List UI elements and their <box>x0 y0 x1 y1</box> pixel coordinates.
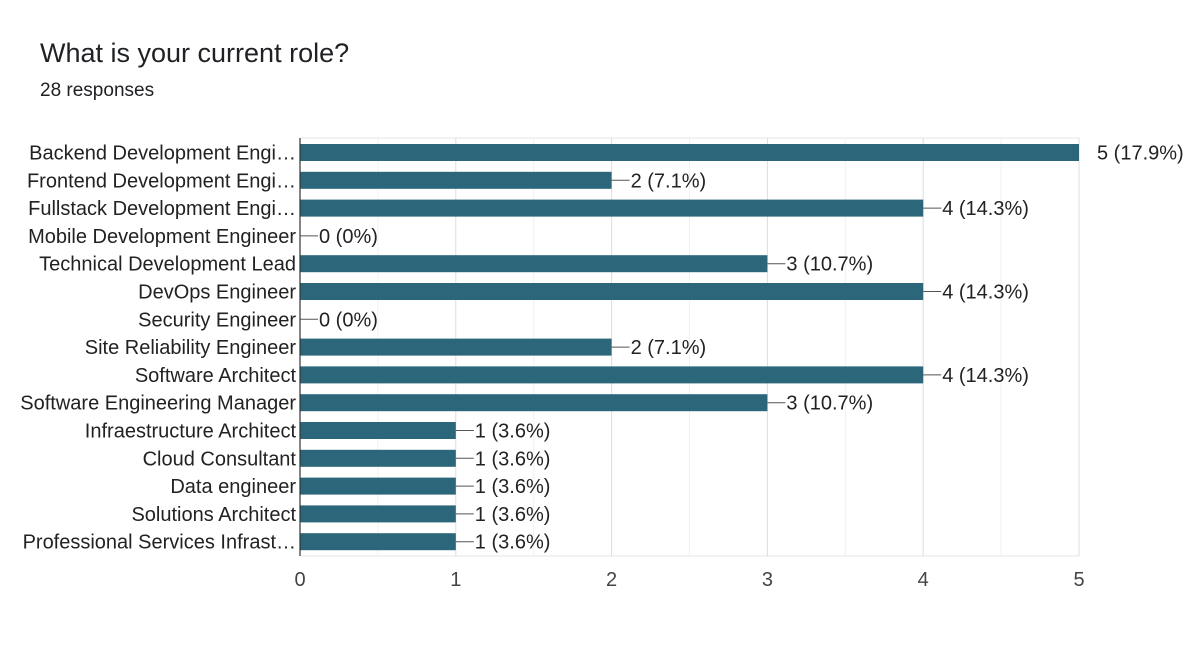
category-label: Data engineer <box>170 476 296 498</box>
data-label: 1 (3.6%) <box>475 504 551 526</box>
category-label: Fullstack Development Engi… <box>28 198 296 220</box>
category-label: Frontend Development Engi… <box>27 170 296 192</box>
x-tick-label: 4 <box>918 569 929 591</box>
bar <box>300 283 924 300</box>
category-label: Software Engineering Manager <box>20 393 296 415</box>
category-label: Security Engineer <box>138 309 296 331</box>
x-tick-label: 1 <box>450 569 461 591</box>
category-label: Mobile Development Engineer <box>28 226 296 248</box>
bar <box>300 144 1079 161</box>
x-tick-label: 0 <box>294 569 305 591</box>
data-label: 5 (17.9%) <box>1097 143 1184 165</box>
x-tick-label: 2 <box>606 569 617 591</box>
category-label: Infraestructure Architect <box>85 421 297 443</box>
bar <box>300 505 456 523</box>
bar <box>300 171 612 189</box>
category-label: Technical Development Lead <box>39 254 296 276</box>
data-label: 2 (7.1%) <box>631 337 707 359</box>
bar <box>300 394 768 412</box>
category-label: Software Architect <box>135 365 297 387</box>
response-count: 28 responses <box>40 80 155 101</box>
x-tick-label: 3 <box>762 569 773 591</box>
data-label: 4 (14.3%) <box>942 365 1029 387</box>
bar <box>300 449 456 467</box>
category-label: Site Reliability Engineer <box>85 337 297 359</box>
data-label: 2 (7.1%) <box>631 170 707 192</box>
bar <box>300 533 456 551</box>
bar <box>300 338 612 356</box>
question-title: What is your current role? <box>40 38 350 68</box>
bar <box>300 477 456 495</box>
category-label: Backend Development Engi… <box>29 143 296 165</box>
bar <box>300 366 924 384</box>
data-label: 0 (0%) <box>319 226 378 248</box>
data-label: 1 (3.6%) <box>475 476 551 498</box>
data-label: 3 (10.7%) <box>786 254 873 276</box>
category-label: Professional Services Infrast… <box>23 532 296 554</box>
data-label: 1 (3.6%) <box>475 421 551 443</box>
bar-layer <box>300 144 1079 551</box>
data-label: 1 (3.6%) <box>475 532 551 554</box>
category-label: Cloud Consultant <box>143 448 297 470</box>
data-label: 3 (10.7%) <box>786 393 873 415</box>
data-label: 4 (14.3%) <box>942 282 1029 304</box>
label-layer: 0 1 2 3 4 5 Backend Development Engi… 5 (17.9%)… <box>20 143 1183 592</box>
category-label: DevOps Engineer <box>138 282 296 304</box>
data-label: 4 (14.3%) <box>942 198 1029 220</box>
data-label: 0 (0%) <box>319 309 378 331</box>
x-tick-label: 5 <box>1073 569 1084 591</box>
category-label: Solutions Architect <box>131 504 296 526</box>
bar <box>300 422 456 439</box>
bar <box>300 255 768 273</box>
bar <box>300 199 924 217</box>
data-label: 1 (3.6%) <box>475 448 551 470</box>
